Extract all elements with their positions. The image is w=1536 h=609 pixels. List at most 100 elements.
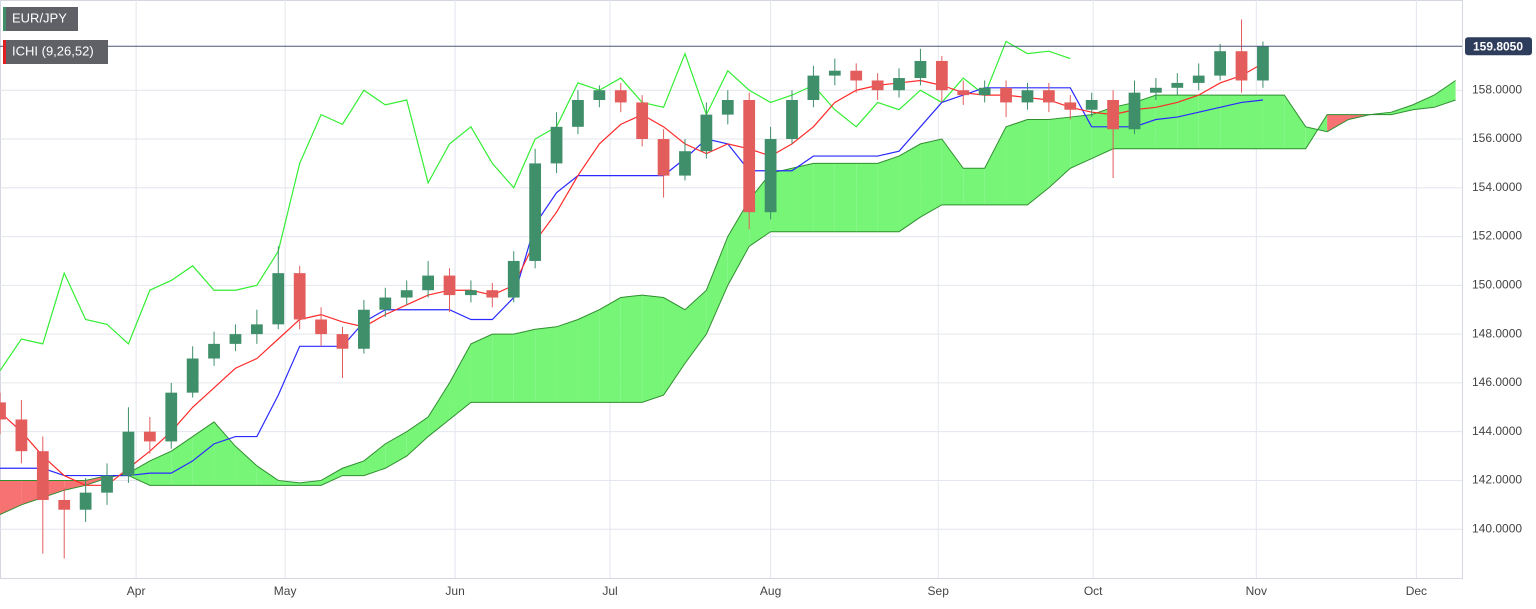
candle-body — [1128, 92, 1141, 130]
candle-body — [700, 114, 713, 152]
cloud-segment — [492, 334, 514, 403]
cloud-segment — [642, 295, 664, 403]
candle-body — [807, 75, 820, 100]
cloud-segment — [577, 309, 600, 403]
candle-body — [786, 99, 798, 140]
last-price-label: 159.8050 — [1473, 39, 1523, 53]
candle-body — [101, 475, 113, 493]
candle-body — [443, 275, 456, 296]
cloud-segment — [899, 143, 921, 232]
candle-body — [893, 78, 905, 91]
x-tick-label: Sep — [928, 584, 950, 598]
cloud-segment — [278, 480, 300, 486]
cloud-segment — [1006, 119, 1028, 205]
candle-body — [58, 499, 71, 510]
candle-body — [165, 392, 178, 442]
cloud-segment — [256, 465, 279, 486]
candle-body — [122, 431, 135, 476]
y-tick-label: 154.0000 — [1472, 180, 1522, 194]
candle-body — [208, 343, 220, 359]
candle-body — [1235, 51, 1248, 81]
cloud-segment — [1155, 95, 1178, 149]
candle-body — [1257, 46, 1269, 81]
cloud-segment — [1048, 117, 1071, 188]
candle-body — [850, 70, 863, 81]
candle-body — [679, 151, 691, 176]
candle-body — [978, 87, 991, 96]
cloud-segment — [920, 139, 942, 218]
candle-body — [229, 334, 242, 344]
candle-body — [957, 90, 970, 96]
candle-body — [486, 290, 499, 298]
plot-area — [0, 0, 1463, 579]
candle-body — [1214, 51, 1227, 76]
x-tick-label: May — [274, 584, 297, 598]
x-tick-label: Jul — [602, 584, 617, 598]
candle-body — [15, 419, 28, 452]
badge-bg — [3, 7, 78, 31]
cloud-segment — [1262, 95, 1285, 149]
indicator-label: ICHI (9,26,52) — [12, 43, 94, 58]
cloud-segment — [1327, 114, 1349, 132]
candle-body — [914, 60, 927, 79]
candle-body — [828, 70, 841, 76]
span-b-line — [0, 99, 1456, 486]
y-tick-label: 148.0000 — [1472, 326, 1522, 340]
cloud-segment — [513, 329, 536, 403]
candle-body — [315, 319, 327, 335]
candle-body — [657, 139, 670, 176]
candles — [0, 19, 1269, 559]
candle-body — [1192, 75, 1205, 83]
cloud-segment — [149, 451, 172, 486]
cloud-segment — [792, 163, 814, 232]
candle-body — [250, 324, 263, 335]
last-price-tag — [1465, 37, 1532, 56]
cloud-segment — [984, 126, 1007, 205]
cloud-segment — [727, 199, 750, 286]
candle-body — [143, 431, 156, 442]
candle-body — [1171, 82, 1184, 88]
candle-body — [400, 290, 413, 298]
cloud-segment — [1391, 104, 1413, 115]
candle-body — [1064, 102, 1077, 110]
candle-body — [358, 309, 370, 349]
candle-body — [465, 290, 477, 296]
y-tick-label: 158.0000 — [1472, 82, 1522, 96]
badge-accent — [3, 40, 6, 64]
x-tick-label: Nov — [1246, 584, 1267, 598]
cloud-segment — [171, 436, 193, 486]
cloud-segment — [1070, 114, 1092, 169]
cloud-segment — [1412, 95, 1435, 110]
candle-body — [79, 492, 92, 510]
candle-body — [871, 80, 884, 91]
x-tick-label: Dec — [1406, 584, 1427, 598]
candle-body — [764, 139, 777, 213]
chikou-line — [0, 40, 1071, 372]
cloud-segment — [214, 421, 236, 486]
candle-body — [1021, 90, 1034, 103]
candle-body — [636, 102, 649, 140]
cloud-segment — [1027, 119, 1049, 205]
y-tick-label: 150.0000 — [1472, 278, 1522, 292]
cloud-segment — [877, 156, 900, 232]
candle-body — [593, 90, 606, 100]
kijun-line — [0, 87, 1263, 477]
cloud-segment — [941, 139, 964, 205]
candle-body — [935, 60, 948, 91]
x-tick-label: Apr — [127, 584, 146, 598]
cloud-segment — [856, 163, 878, 232]
cloud-segment — [620, 295, 643, 403]
cloud-segment — [0, 480, 22, 515]
candle-body — [721, 99, 734, 115]
candle-body — [614, 90, 627, 103]
cloud-segment — [128, 460, 150, 486]
candle-body — [1042, 90, 1055, 103]
span-a-line — [0, 80, 1456, 516]
symbol-label: EUR/JPY — [12, 10, 67, 25]
cloud-segment — [321, 468, 343, 486]
cloud-segment — [406, 417, 429, 457]
cloud-segment — [556, 319, 578, 403]
badge-bg — [3, 40, 108, 64]
cloud-segment — [1241, 95, 1263, 149]
